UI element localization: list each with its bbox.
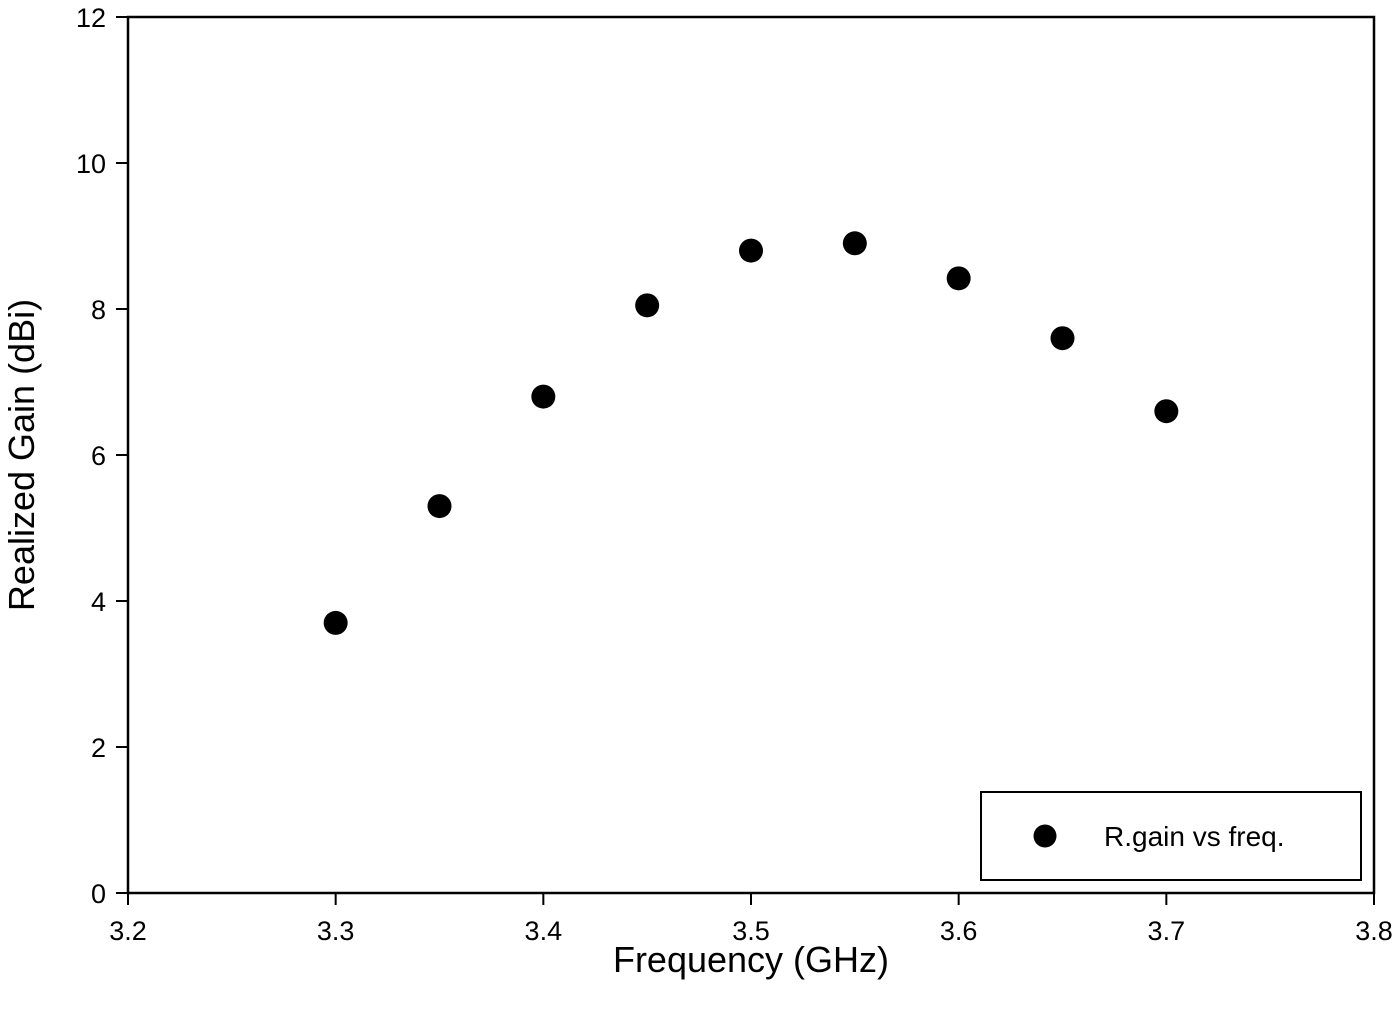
data-point [1050, 326, 1075, 351]
x-tick-label: 3.5 [732, 916, 770, 946]
y-tick-label: 8 [91, 295, 106, 325]
y-tick-label: 12 [76, 3, 106, 33]
data-point [739, 238, 763, 263]
x-tick-label: 3.7 [1148, 916, 1186, 946]
legend-marker-icon [1033, 824, 1057, 848]
x-tick-label: 3.3 [317, 916, 355, 946]
data-points [323, 231, 1179, 635]
y-tick-label: 6 [91, 441, 106, 471]
data-point [531, 384, 556, 409]
x-tick-label: 3.6 [940, 916, 978, 946]
x-axis-ticks: 3.2 3.3 3.4 3.5 3.6 3.7 3.8 [109, 893, 1393, 946]
x-tick-label: 3.2 [109, 916, 147, 946]
x-tick-label: 3.4 [525, 916, 563, 946]
legend: R.gain vs freq. [980, 791, 1362, 881]
data-point [427, 494, 452, 519]
y-tick-label: 0 [91, 879, 106, 909]
y-tick-label: 2 [91, 733, 106, 763]
y-tick-label: 10 [76, 149, 106, 179]
data-point [946, 266, 971, 291]
data-point [323, 610, 348, 635]
data-point [635, 293, 660, 318]
plot-border [126, 15, 1376, 895]
plot-frame [126, 15, 1376, 895]
x-tick-label: 3.8 [1355, 916, 1393, 946]
y-axis-ticks: 0 2 4 6 8 10 12 [76, 3, 128, 909]
y-tick-label: 4 [91, 587, 106, 617]
legend-label: R.gain vs freq. [1104, 821, 1285, 852]
y-axis-title: Realized Gain (dBi) [1, 299, 42, 611]
data-point [1154, 399, 1179, 424]
x-axis-title: Frequency (GHz) [613, 939, 889, 980]
data-point [842, 231, 867, 256]
